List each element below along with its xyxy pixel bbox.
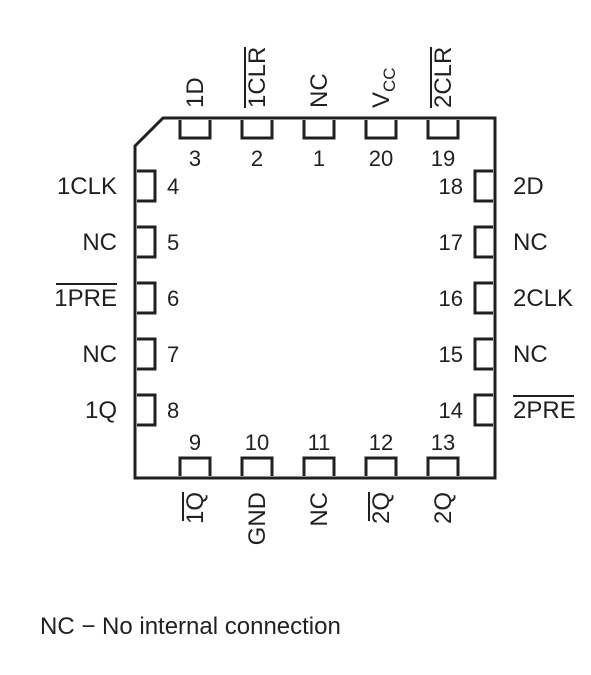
pin-number: 4 [167, 174, 179, 199]
pin-pad [137, 283, 155, 313]
pin-pad [137, 227, 155, 257]
pin-pad [137, 395, 155, 425]
pin-label-bottom: GND [244, 492, 271, 545]
pin-pad [180, 120, 210, 138]
pin-label-right: 2D [513, 173, 544, 200]
pin-number: 11 [308, 430, 331, 455]
pin-label-bottom: 2Q [368, 492, 395, 524]
pin-label-top: 1CLR [244, 47, 271, 108]
svg-text:1Q: 1Q [182, 492, 209, 524]
pin-number: 9 [189, 430, 201, 455]
svg-text:VCC: VCC [368, 67, 399, 108]
pin-label-left: 1PRE [54, 285, 117, 312]
pin-number: 12 [369, 430, 393, 455]
svg-text:2CLR: 2CLR [430, 47, 457, 108]
pin-label-bottom: 1Q [182, 492, 209, 524]
pin-number: 3 [189, 146, 201, 171]
svg-text:1CLR: 1CLR [244, 47, 271, 108]
pin-pad [475, 227, 493, 257]
pin-pad [137, 171, 155, 201]
pin-pad [475, 283, 493, 313]
pin-number: 6 [167, 286, 179, 311]
pin-label-bottom: NC [306, 492, 333, 527]
pin-number: 17 [439, 230, 463, 255]
pin-label-left: NC [82, 341, 117, 368]
pin-pad [428, 120, 458, 138]
pin-pad [180, 458, 210, 476]
pin-number: 20 [369, 146, 393, 171]
svg-text:2Q: 2Q [368, 492, 395, 524]
svg-text:NC: NC [306, 492, 333, 527]
pin-label-right: NC [513, 229, 548, 256]
pin-label-top: NC [306, 73, 333, 108]
pin-number: 18 [439, 174, 463, 199]
pin-label-left: 1CLK [57, 173, 117, 200]
pin-pad [475, 339, 493, 369]
svg-text:NC: NC [306, 73, 333, 108]
pin-label-left: NC [82, 229, 117, 256]
pin-number: 7 [167, 342, 179, 367]
pin-number: 15 [439, 342, 463, 367]
pin-pad [304, 458, 334, 476]
pin-label-top: VCC [368, 67, 399, 108]
svg-text:2Q: 2Q [430, 492, 457, 524]
svg-text:1D: 1D [182, 77, 209, 108]
pin-number: 19 [431, 146, 455, 171]
pin-label-left: 1Q [85, 397, 117, 424]
pin-label-right: 2CLK [513, 285, 573, 312]
pin-number: 2 [251, 146, 263, 171]
pin-pad [137, 339, 155, 369]
pin-pad [366, 458, 396, 476]
pin-pad [304, 120, 334, 138]
pin-pad [242, 458, 272, 476]
pin-label-top: 1D [182, 77, 209, 108]
pin-pad [242, 120, 272, 138]
pin-number: 10 [245, 430, 269, 455]
plcc-pinout-diagram: 3 1D 2 1CLR 1 NC 20 VCC 19 2CLR 4 1CLK 5 NC 6 1PRE 7 NC 8 1… [20, 20, 591, 655]
pin-number: 14 [439, 398, 463, 423]
pin-number: 8 [167, 398, 179, 423]
pin-label-right: 2PRE [513, 397, 576, 424]
footer-note: NC − No internal connection [40, 613, 341, 640]
pin-pad [366, 120, 396, 138]
pin-pad [428, 458, 458, 476]
pin-label-right: NC [513, 341, 548, 368]
pin-label-bottom: 2Q [430, 492, 457, 524]
pin-pad [475, 171, 493, 201]
svg-text:GND: GND [244, 492, 271, 545]
pin-number: 1 [313, 146, 325, 171]
pin-number: 16 [439, 286, 463, 311]
pin-label-top: 2CLR [430, 47, 457, 108]
pin-number: 5 [167, 230, 179, 255]
pin-number: 13 [431, 430, 455, 455]
pin-pad [475, 395, 493, 425]
